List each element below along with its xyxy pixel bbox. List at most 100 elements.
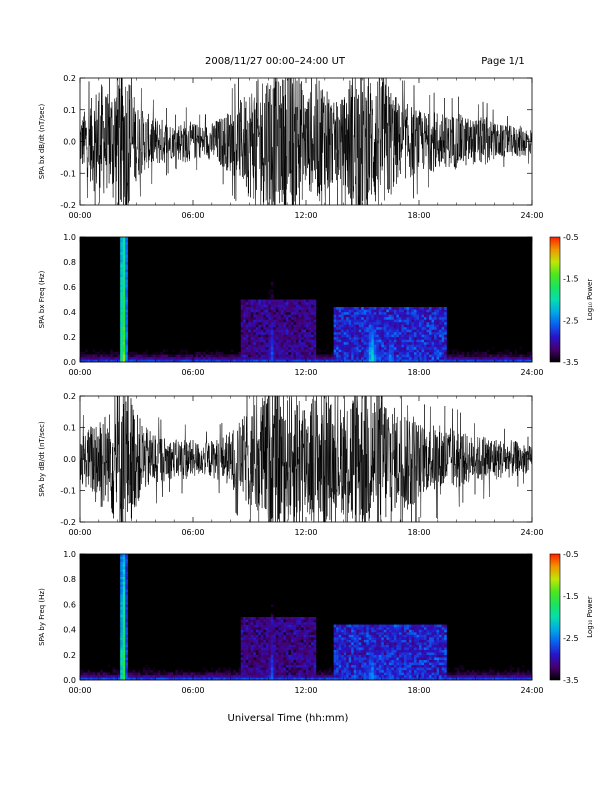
spectrogram-cell xyxy=(421,637,425,640)
spectrogram-cell xyxy=(396,352,400,355)
spectrogram-cell xyxy=(526,357,530,360)
spectrogram-cell xyxy=(265,322,269,325)
spectrogram-cell xyxy=(371,324,374,328)
spectrogram-cell xyxy=(343,352,347,355)
spectrogram-cell xyxy=(454,359,457,363)
spectrogram-cell xyxy=(248,349,251,353)
spectrogram-cell xyxy=(243,624,246,628)
spectrogram-cell xyxy=(255,639,259,643)
x-tick-label: 24:00 xyxy=(520,686,543,695)
spectrogram-cell xyxy=(429,624,432,628)
spectrogram-cell xyxy=(265,659,269,663)
spectrogram-cell xyxy=(351,329,354,333)
spectrogram-cell xyxy=(205,354,209,358)
spectrogram-cell xyxy=(368,659,372,663)
spectrogram-cell xyxy=(306,669,309,673)
spectrogram-cell xyxy=(273,677,277,681)
spectrogram-cell xyxy=(441,327,445,330)
spectrogram-cell xyxy=(338,349,342,353)
spectrogram-cell xyxy=(406,624,410,628)
spectrogram-cell xyxy=(306,339,309,343)
spectrogram-cell xyxy=(436,329,440,333)
spectrogram-cell xyxy=(260,359,264,363)
spectrogram-cell xyxy=(419,639,422,643)
spectrogram-cell xyxy=(125,657,128,661)
spectrogram-cell xyxy=(386,314,390,318)
spectrogram-cell xyxy=(90,677,93,681)
spectrogram-cell xyxy=(346,357,349,360)
spectrogram-cell xyxy=(434,314,437,318)
spectrogram-cell xyxy=(95,672,98,676)
spectrogram-cell xyxy=(95,677,98,681)
spectrogram-cell xyxy=(403,354,407,358)
spectrogram-cell xyxy=(358,334,362,338)
spectrogram-cell xyxy=(401,359,405,363)
spectrogram-cell xyxy=(275,327,279,330)
spectrogram-cell xyxy=(441,347,445,350)
spectrogram-cell xyxy=(376,664,380,668)
spectrogram-cell xyxy=(243,659,246,663)
spectrogram-cell xyxy=(509,357,513,360)
spectrogram-cell xyxy=(439,629,442,633)
spectrogram-cell xyxy=(356,327,359,330)
spectrogram-cell xyxy=(356,672,359,676)
spectrogram-cell xyxy=(285,329,289,333)
spectrogram-cell xyxy=(263,659,267,663)
spectrogram-cell xyxy=(381,337,385,340)
spectrogram-cell xyxy=(419,624,422,628)
spectrogram-cell xyxy=(346,307,349,310)
spectrogram-cell xyxy=(240,652,244,655)
spectrogram-cell xyxy=(351,677,354,681)
spectrogram-cell xyxy=(275,672,279,676)
spectrogram-cell xyxy=(275,352,279,355)
spectrogram-cell xyxy=(215,349,219,353)
spectrogram-cell xyxy=(125,624,128,628)
spectrogram-cell xyxy=(383,349,387,353)
spectrogram-cell xyxy=(413,347,417,350)
spectrogram-cell xyxy=(172,357,176,360)
spectrogram-cell xyxy=(439,322,442,325)
spectrogram-cell xyxy=(182,349,186,353)
spectrogram-cell xyxy=(383,342,387,345)
spectrogram-cell xyxy=(295,299,299,303)
spectrogram-cell xyxy=(454,672,457,676)
spectrogram-cell xyxy=(386,332,390,335)
spectrogram-cell xyxy=(293,347,297,350)
spectrogram-cell xyxy=(496,359,500,363)
spectrogram-cell xyxy=(225,354,229,358)
spectrogram-cell xyxy=(346,672,349,676)
spectrogram-cell xyxy=(152,357,156,360)
spectrogram-cell xyxy=(245,334,249,338)
spectrogram-cell xyxy=(122,584,126,587)
spectrogram-cell xyxy=(311,332,314,335)
spectrogram-cell xyxy=(82,352,86,355)
spectrogram-cell xyxy=(90,359,93,363)
spectrogram-cell xyxy=(87,354,91,358)
spectrogram-cell xyxy=(110,672,113,676)
spectrogram-cell xyxy=(439,667,442,671)
spectrogram-cell xyxy=(439,359,442,363)
spectrogram-cell xyxy=(127,354,131,358)
spectrogram-cell xyxy=(366,332,369,335)
spectrogram-cell xyxy=(278,322,282,325)
spectrogram-cell xyxy=(125,252,128,255)
spectrogram-cell xyxy=(275,669,279,673)
spectrogram-cell xyxy=(105,354,108,358)
spectrogram-cell xyxy=(391,642,395,645)
spectrogram-cell xyxy=(120,554,123,557)
spectrogram-cell xyxy=(303,324,307,328)
spectrogram-cell xyxy=(255,307,259,310)
spectrogram-cell xyxy=(361,647,364,650)
spectrogram-cell xyxy=(376,349,380,353)
spectrogram-cell xyxy=(401,342,405,345)
spectrogram-cell xyxy=(429,627,432,630)
spectrogram-cell xyxy=(172,354,176,358)
spectrogram-cell xyxy=(333,347,337,350)
spectrogram-cell xyxy=(268,332,272,335)
spectrogram-cell xyxy=(411,642,415,645)
spectrogram-cell xyxy=(145,664,148,668)
spectrogram-cell xyxy=(285,299,289,303)
spectrogram-cell xyxy=(381,339,385,343)
spectrogram-cell xyxy=(270,629,274,633)
spectrogram-cell xyxy=(416,642,420,645)
